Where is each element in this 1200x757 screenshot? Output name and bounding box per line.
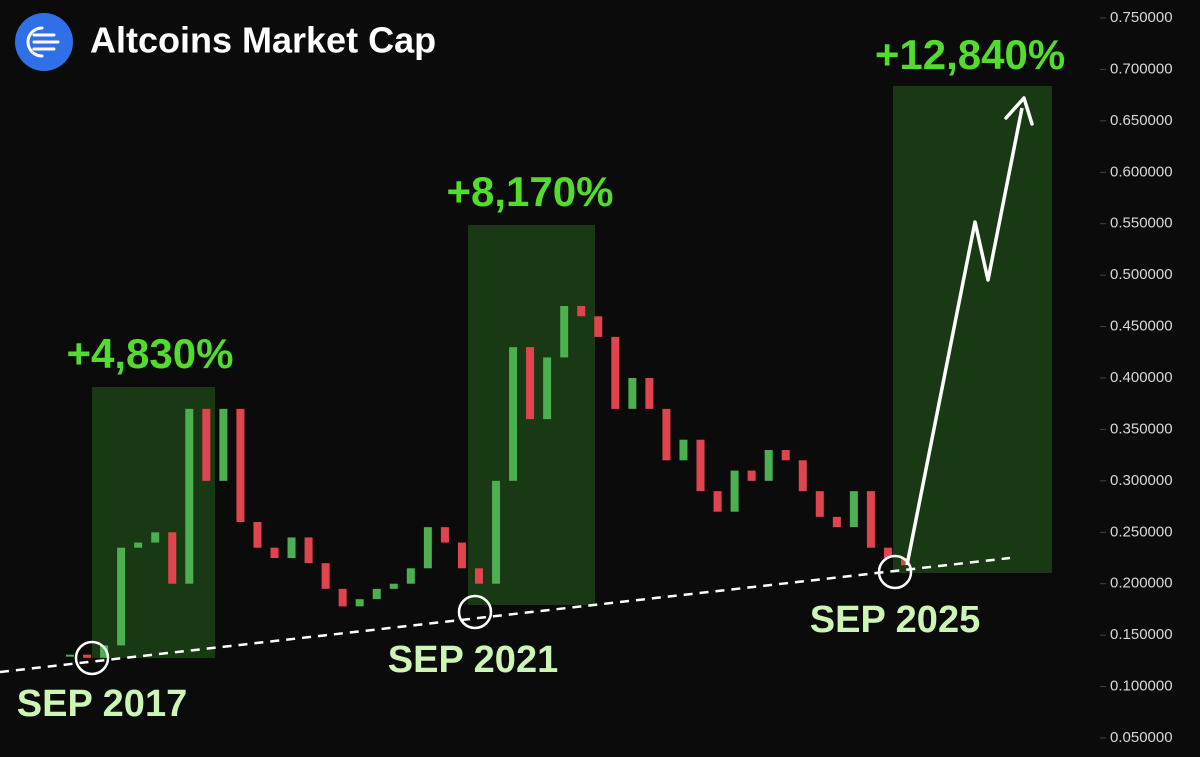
candle <box>526 347 535 420</box>
candle <box>457 542 466 569</box>
candle <box>270 547 279 558</box>
projection-arrow <box>905 107 1024 566</box>
candle <box>577 306 586 317</box>
candle <box>117 547 126 646</box>
candle <box>304 537 313 564</box>
low-marker <box>457 594 493 630</box>
candle <box>543 357 552 420</box>
candle <box>560 306 569 358</box>
low-marker <box>74 640 110 676</box>
date-label: SEP 2021 <box>388 639 558 681</box>
y-tick-label: 0.400000 <box>1110 369 1173 386</box>
candle <box>168 532 177 584</box>
candle <box>236 408 245 522</box>
candle <box>815 491 824 517</box>
candle <box>713 491 722 512</box>
gain-label: +12,840% <box>875 31 1065 78</box>
candle <box>798 460 807 492</box>
low-marker <box>877 554 913 590</box>
candle <box>832 516 841 528</box>
gain-label: +4,830% <box>67 330 234 377</box>
candle <box>662 408 671 461</box>
candle <box>492 480 501 584</box>
y-tick-label: 0.050000 <box>1110 729 1173 746</box>
candles <box>66 306 909 658</box>
candle <box>781 450 790 461</box>
y-tick-label: 0.600000 <box>1110 163 1173 180</box>
y-tick-label: 0.200000 <box>1110 575 1173 592</box>
y-tick-label: 0.500000 <box>1110 266 1173 283</box>
candle <box>747 470 756 481</box>
candle <box>611 336 620 409</box>
y-tick-label: 0.100000 <box>1110 678 1173 695</box>
candle <box>901 558 909 566</box>
y-tick-label: 0.450000 <box>1110 318 1173 335</box>
candle <box>696 439 705 492</box>
candle <box>679 439 688 461</box>
candle <box>151 532 160 543</box>
candle <box>645 378 654 409</box>
gain-label: +8,170% <box>447 168 614 215</box>
candle <box>219 408 228 481</box>
candle <box>185 408 194 584</box>
candle <box>474 568 483 584</box>
candle <box>406 568 415 584</box>
candle <box>628 378 637 409</box>
y-tick-label: 0.700000 <box>1110 60 1173 77</box>
candle <box>338 588 347 607</box>
y-tick-label: 0.300000 <box>1110 472 1173 489</box>
y-tick-label: 0.550000 <box>1110 215 1173 232</box>
y-tick-label: 0.150000 <box>1110 626 1173 643</box>
candle <box>253 522 262 548</box>
y-tick-label: 0.650000 <box>1110 112 1173 129</box>
chart-title: Altcoins Market Cap <box>90 20 436 61</box>
y-tick-label: 0.250000 <box>1110 523 1173 540</box>
y-tick-label: 0.350000 <box>1110 420 1173 437</box>
candle <box>730 470 739 512</box>
highlight-box <box>92 387 215 658</box>
candle <box>509 347 518 481</box>
candle <box>594 316 603 337</box>
candle <box>849 491 858 528</box>
candle <box>440 527 449 543</box>
date-label: SEP 2017 <box>17 683 187 725</box>
candle <box>866 491 875 548</box>
candle <box>100 645 109 658</box>
candle <box>321 563 330 589</box>
candle <box>372 588 381 600</box>
candle <box>764 450 773 481</box>
y-tick-label: 0.750000 <box>1110 9 1173 26</box>
candle <box>134 542 143 548</box>
logo <box>15 13 73 71</box>
candle <box>202 408 211 481</box>
candle <box>423 527 432 569</box>
highlight-box <box>893 86 1052 573</box>
candle <box>883 547 892 558</box>
candle <box>389 583 398 589</box>
candle <box>287 537 296 558</box>
candle <box>66 654 74 657</box>
candle <box>355 599 364 607</box>
arrow-head <box>1004 96 1034 126</box>
candle <box>83 654 92 658</box>
date-label: SEP 2025 <box>810 599 980 641</box>
